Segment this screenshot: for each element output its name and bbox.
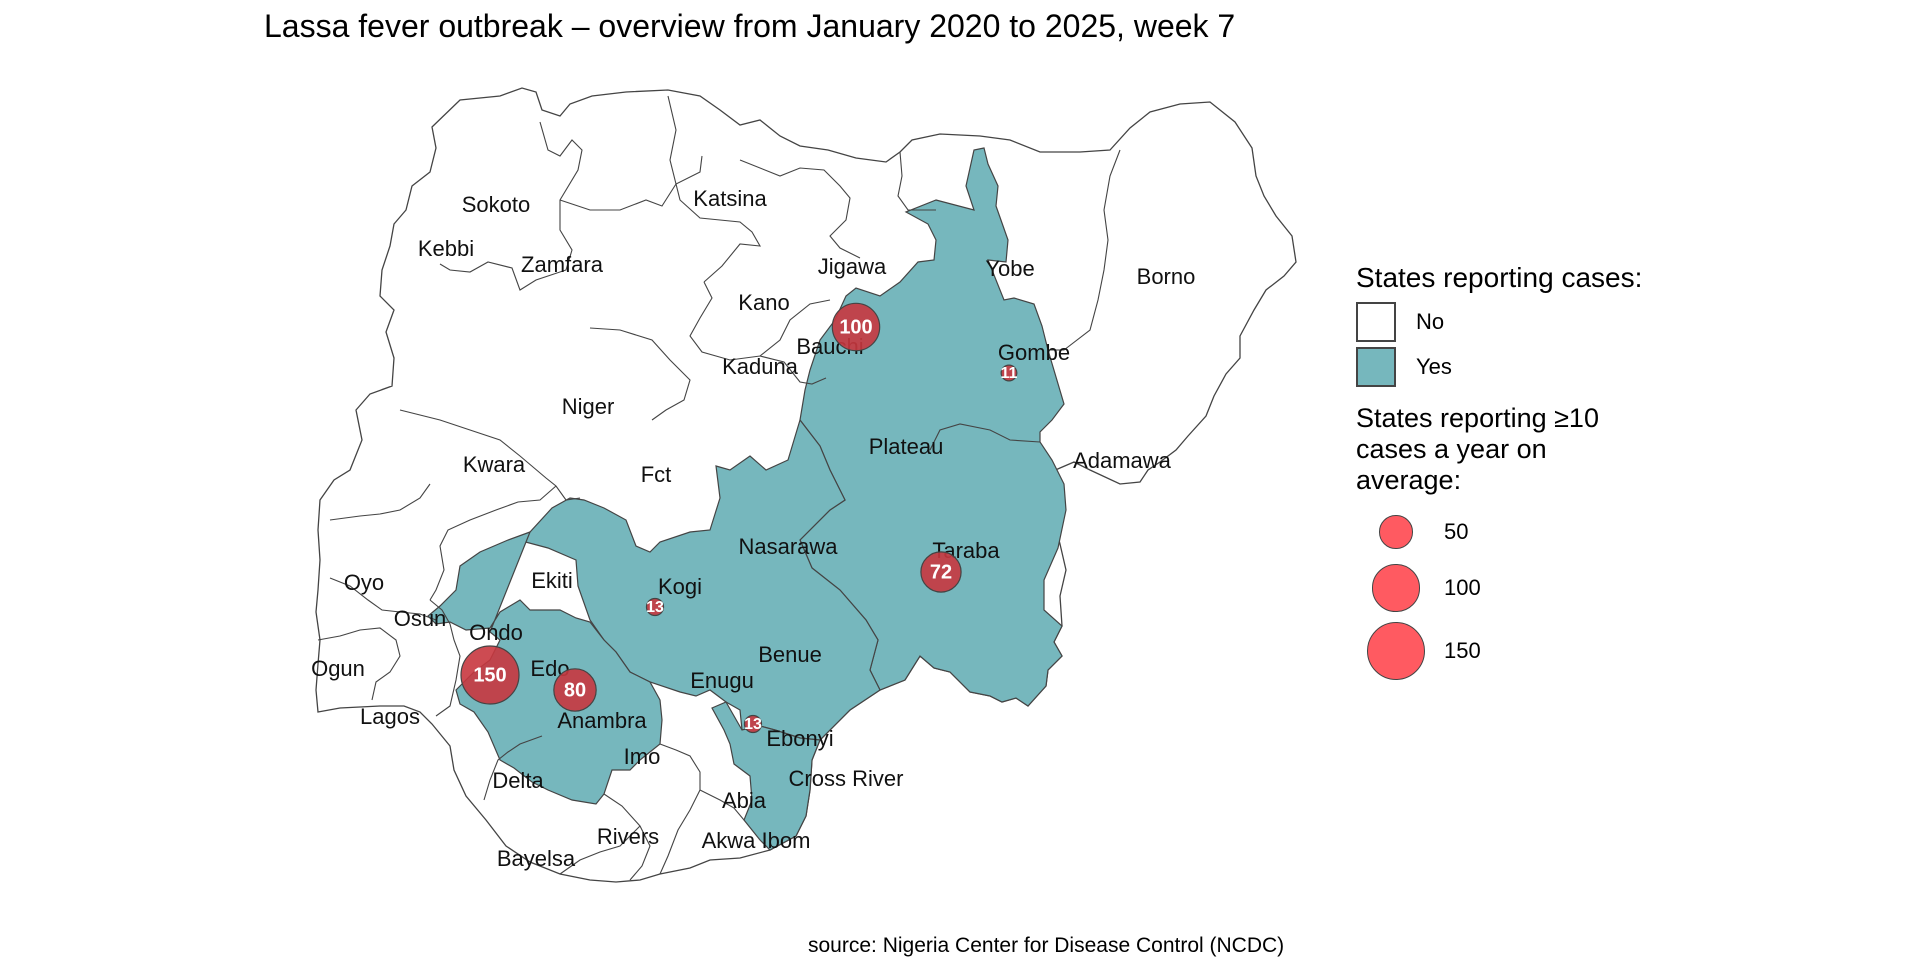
legend-label-no: No — [1416, 309, 1445, 334]
state-label: Jigawa — [818, 254, 887, 279]
state-label: Osun — [394, 606, 447, 631]
case-bubble — [553, 668, 597, 712]
legend-size-item: 150 — [1356, 616, 1676, 686]
bubble-label: 100 — [839, 316, 872, 338]
state-border — [589, 327, 691, 421]
map-title: Lassa fever outbreak – overview from Jan… — [264, 8, 1236, 44]
bubble-label: 13 — [744, 716, 762, 733]
state-border — [429, 599, 461, 717]
bubble-label: 80 — [564, 679, 586, 701]
state-border — [689, 281, 827, 385]
state-label: Kebbi — [418, 236, 474, 261]
legend-bubble-label: 150 — [1444, 638, 1481, 663]
state-label: Kogi — [658, 574, 702, 599]
state-border — [399, 409, 581, 501]
state-label: Rivers — [597, 824, 659, 849]
legend-label-yes: Yes — [1416, 354, 1452, 379]
state-label: Fct — [641, 462, 672, 487]
state-label: Ondo — [469, 620, 523, 645]
state-border — [929, 423, 1041, 451]
state-label: Yobe — [985, 256, 1034, 281]
state-border — [759, 299, 831, 357]
state-label: Nasarawa — [738, 534, 838, 559]
state-border — [603, 793, 651, 881]
state-label: Benue — [758, 642, 822, 667]
legend-size-item: 100 — [1356, 560, 1676, 616]
state-borders — [317, 95, 1121, 881]
legend-swatch-no — [1356, 302, 1396, 342]
legend-item-yes: Yes — [1356, 347, 1676, 387]
source-note: source: Nigeria Center for Disease Contr… — [808, 934, 1285, 957]
state-border — [559, 155, 703, 211]
state-border — [439, 121, 583, 291]
state-label: Oyo — [344, 570, 384, 595]
state-border — [739, 159, 861, 259]
state-label: Borno — [1137, 264, 1196, 289]
state-labels: Sokoto Kebbi Zamfara Katsina Jigawa Kano Yobe B… — [311, 186, 1195, 871]
state-label: Abia — [722, 788, 767, 813]
state-border — [667, 95, 762, 283]
legend-bubble-label: 100 — [1444, 575, 1481, 600]
state-label: Akwa Ibom — [702, 828, 811, 853]
case-bubble — [831, 302, 881, 352]
case-bubble — [645, 597, 665, 617]
state-label: Kano — [738, 290, 789, 315]
state-label: Zamfara — [521, 252, 604, 277]
legend-swatch-yes — [1356, 347, 1396, 387]
case-bubble — [920, 551, 962, 593]
state-border — [1048, 149, 1121, 351]
legend-size-title: States reporting ≥10 cases a year on ave… — [1356, 403, 1599, 495]
state-label: Delta — [492, 768, 544, 793]
state-border — [483, 735, 543, 801]
case-bubbles: 150 100 80 72 13 13 11 — [460, 302, 1018, 734]
state-label: Anambra — [557, 708, 647, 733]
state-label: Ogun — [311, 656, 365, 681]
state-label: Imo — [624, 744, 661, 769]
legend-bubble-label: 50 — [1444, 519, 1469, 544]
state-label: Bayelsa — [497, 846, 576, 871]
state-label: Ekiti — [531, 568, 573, 593]
case-bubble — [460, 645, 520, 705]
bubble-label: 72 — [930, 561, 952, 583]
bubble-label: 13 — [646, 599, 664, 616]
state-label: Gombe — [998, 340, 1070, 365]
state-border — [329, 577, 437, 621]
legend-size-items: 50 100 150 — [1356, 504, 1676, 686]
bubble-label: 11 — [1001, 365, 1018, 382]
state-label: Enugu — [690, 668, 754, 693]
state-border — [317, 627, 401, 701]
legend-bubble — [1372, 564, 1420, 612]
bubble-label: 150 — [473, 664, 506, 686]
reporting-states — [427, 147, 1067, 851]
state-label: Kwara — [463, 452, 526, 477]
legend-size-item: 50 — [1356, 504, 1676, 560]
legend: States reporting cases: No Yes States re… — [1356, 262, 1676, 686]
legend-fill-title: States reporting cases: — [1356, 262, 1643, 293]
legend-item-no: No — [1356, 302, 1676, 342]
reporting-region — [427, 530, 663, 805]
state-label: Sokoto — [462, 192, 531, 217]
state-label: Ebonyi — [766, 726, 833, 751]
state-label: Cross River — [789, 766, 904, 791]
state-label: Plateau — [869, 434, 944, 459]
state-label: Niger — [562, 394, 615, 419]
reporting-region — [711, 701, 821, 851]
state-label: Katsina — [693, 186, 767, 211]
state-border — [559, 825, 641, 875]
state-border — [897, 151, 936, 211]
case-bubble — [1000, 364, 1018, 382]
state-label: Kaduna — [722, 354, 799, 379]
reporting-region — [799, 147, 1067, 707]
case-bubble — [743, 714, 763, 734]
state-border — [699, 789, 745, 821]
state-border — [429, 485, 557, 601]
legend-bubble — [1379, 515, 1413, 549]
state-border — [329, 483, 431, 521]
legend-bubble — [1367, 622, 1425, 680]
state-label: Adamawa — [1073, 448, 1172, 473]
state-label: Lagos — [360, 704, 420, 729]
